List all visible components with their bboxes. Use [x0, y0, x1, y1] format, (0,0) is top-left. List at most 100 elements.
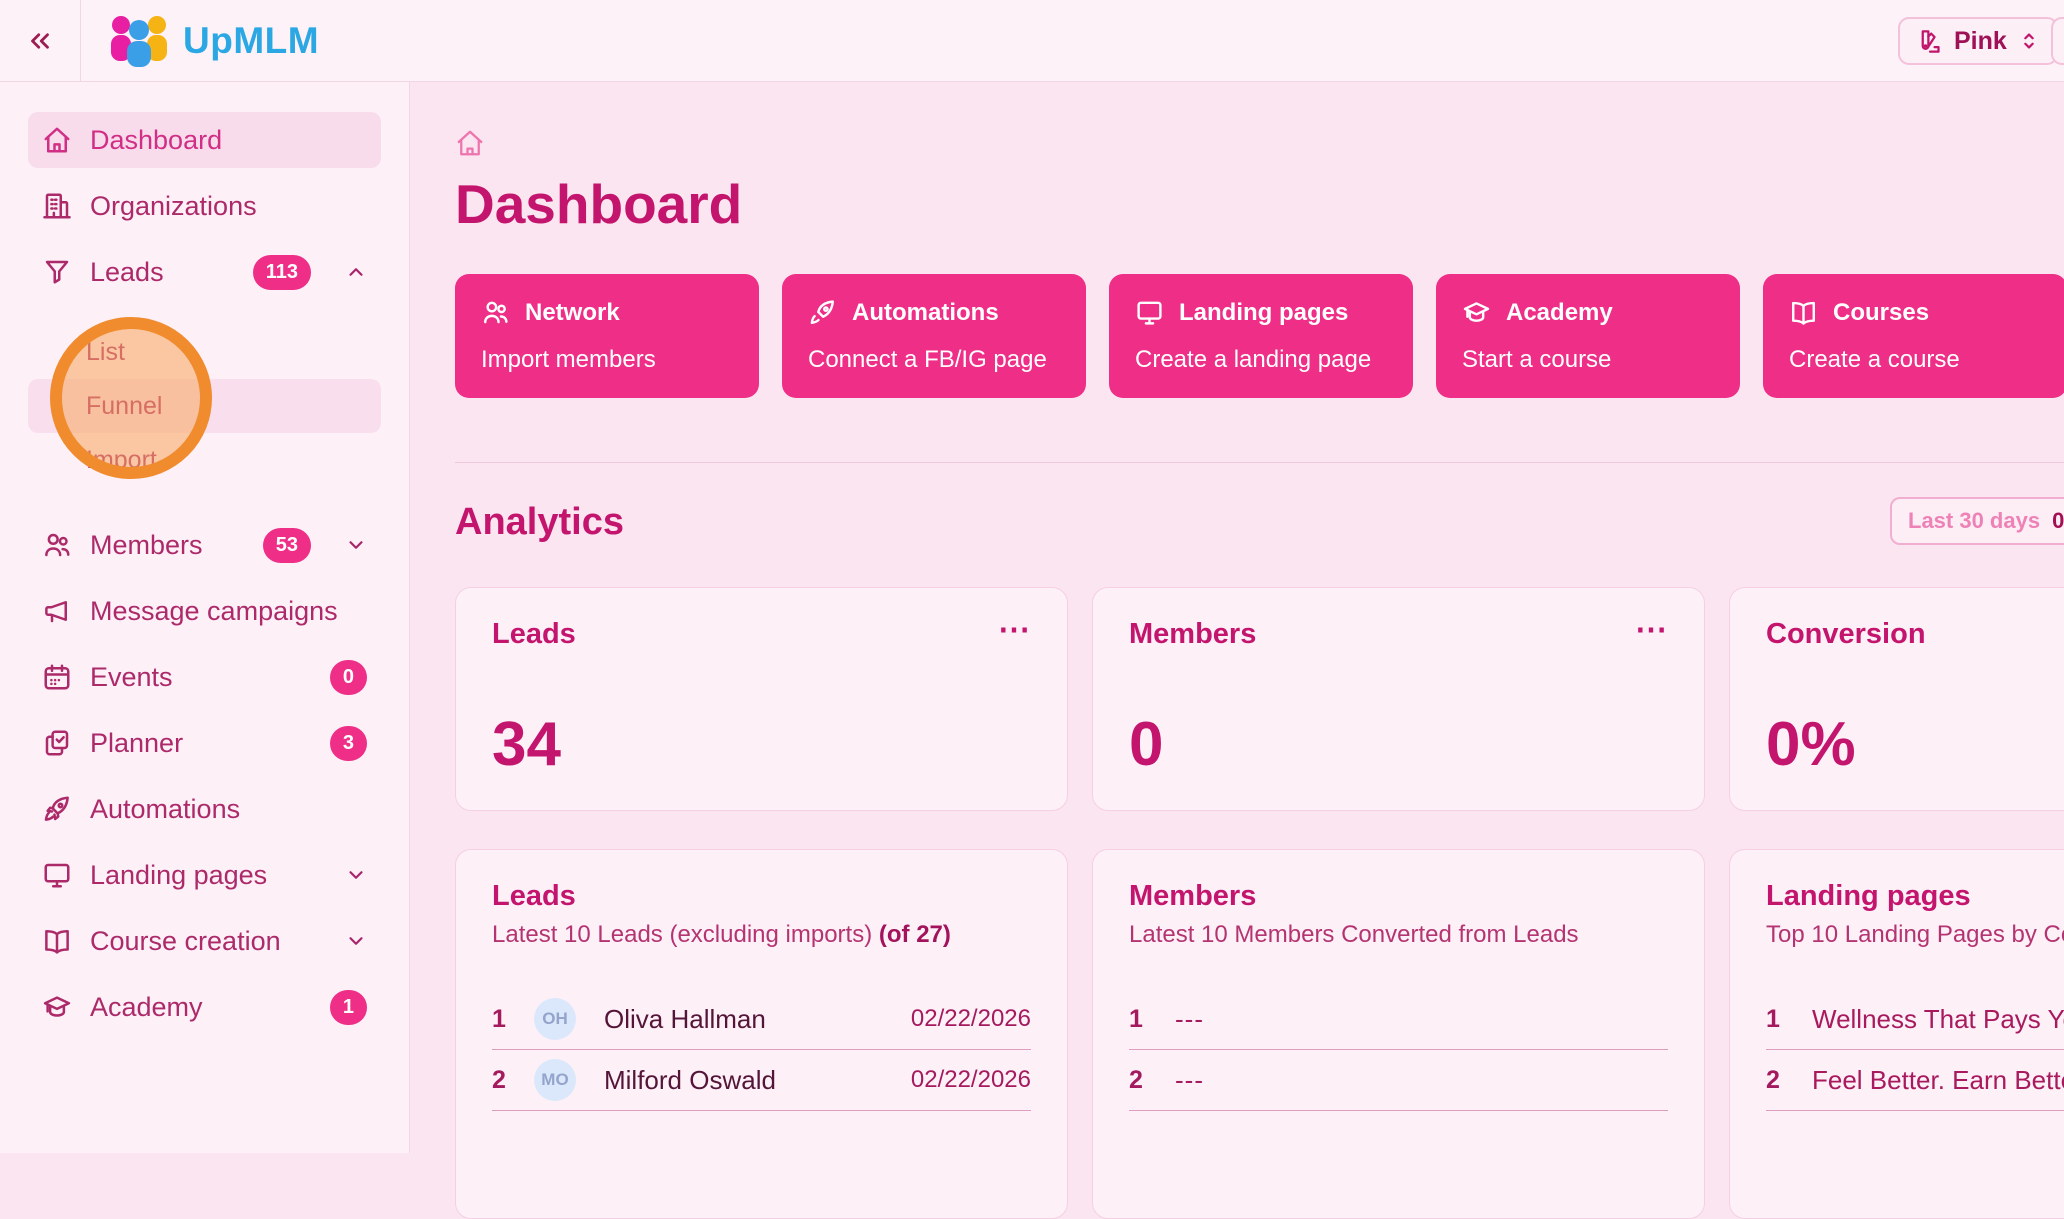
theme-selector-button[interactable]: Pink: [1898, 17, 2058, 65]
sidebar-item-message-campaigns[interactable]: Message campaigns: [28, 583, 381, 639]
sidebar-item-label: Organizations: [90, 190, 257, 221]
sidebar-item-landing-pages[interactable]: Landing pages: [28, 847, 381, 903]
quick-actions-row: Network Import members Automations Conne…: [455, 274, 2064, 398]
quick-action-landing-pages[interactable]: Landing pages Create a landing page: [1109, 274, 1413, 398]
building-icon: [42, 191, 72, 221]
date-range-selector[interactable]: Last 30 days 01/2: [1890, 497, 2064, 545]
stat-card-members: Members ⋯ 0: [1092, 587, 1705, 811]
chevron-up-icon: [345, 261, 367, 283]
lead-name: Milford Oswald: [604, 1064, 776, 1095]
upmlm-logo-icon: [107, 14, 171, 68]
funnel-icon: [42, 257, 72, 287]
quick-action-title: Courses: [1833, 298, 1930, 326]
page-title: Dashboard: [455, 173, 743, 235]
sidebar-item-label: Events: [90, 661, 173, 692]
row-index: 1: [1766, 1004, 1780, 1033]
sidebar-item-label: Dashboard: [90, 124, 223, 155]
stat-title: Conversion: [1766, 618, 1926, 650]
stat-value: 0: [1129, 710, 1164, 779]
list-subtitle: Latest 10 Members Converted from Leads: [1129, 921, 1579, 948]
member-name: ---: [1175, 1064, 1204, 1095]
monitor-icon: [42, 860, 72, 890]
sidebar-collapse-button[interactable]: [0, 0, 81, 81]
sidebar-item-organizations[interactable]: Organizations: [28, 178, 381, 234]
avatar: OH: [534, 998, 576, 1040]
academy-count-badge: 1: [329, 989, 367, 1025]
sidebar-item-leads[interactable]: Leads 113: [28, 244, 381, 300]
home-icon: [455, 128, 485, 158]
brand: UpMLM: [107, 14, 319, 68]
chevrons-left-icon: [25, 26, 55, 56]
section-divider: [455, 462, 2064, 463]
lead-row[interactable]: 2 MO Milford Oswald 02/22/2026: [492, 1050, 1031, 1111]
topbar-extra-button[interactable]: [2051, 17, 2064, 65]
sidebar-item-label: Planner: [90, 727, 184, 758]
avatar: MO: [534, 1059, 576, 1101]
quick-action-courses[interactable]: Courses Create a course: [1763, 274, 2064, 398]
sidebar-item-planner[interactable]: Planner 3: [28, 715, 381, 771]
quick-action-subtitle: Connect a FB/IG page: [808, 346, 1047, 373]
quick-action-network[interactable]: Network Import members: [455, 274, 759, 398]
quick-action-automations[interactable]: Automations Connect a FB/IG page: [782, 274, 1086, 398]
stat-value: 0%: [1766, 710, 1856, 779]
brand-name: UpMLM: [183, 19, 320, 61]
member-row[interactable]: 1 ---: [1129, 989, 1668, 1050]
planner-count-badge: 3: [329, 725, 367, 761]
row-index: 2: [1766, 1065, 1780, 1094]
rocket-icon: [42, 794, 72, 824]
sidebar-item-label: Members: [90, 529, 203, 560]
sidebar-item-events[interactable]: Events 0: [28, 649, 381, 705]
sidebar-subitem-leads-import[interactable]: Import: [28, 433, 381, 487]
megaphone-icon: [42, 596, 72, 626]
analytics-heading: Analytics: [455, 501, 624, 543]
landing-page-name: Feel Better. Earn Better.: [1812, 1064, 2064, 1095]
sidebar-item-label: Landing pages: [90, 859, 268, 890]
sidebar-item-course-creation[interactable]: Course creation: [28, 913, 381, 969]
events-count-badge: 0: [329, 659, 367, 695]
graduation-cap-icon: [42, 992, 72, 1022]
lead-row[interactable]: 1 OH Oliva Hallman 02/22/2026: [492, 989, 1031, 1050]
breadcrumb-home-button[interactable]: [455, 128, 485, 158]
member-row[interactable]: 2 ---: [1129, 1050, 1668, 1111]
ellipsis-menu-icon[interactable]: ⋯: [1635, 611, 1670, 647]
sidebar-item-academy[interactable]: Academy 1: [28, 979, 381, 1035]
sidebar-item-label: Automations: [90, 793, 241, 824]
sidebar-item-label: Academy: [90, 991, 203, 1022]
member-name: ---: [1175, 1003, 1204, 1034]
sidebar-subitem-leads-list[interactable]: List: [28, 325, 381, 379]
stat-title: Members: [1129, 618, 1257, 650]
stat-title: Leads: [492, 618, 576, 650]
list-title: Leads: [492, 880, 576, 912]
sidebar-subitem-leads-funnel[interactable]: Funnel: [28, 379, 381, 433]
quick-action-title: Network: [525, 298, 620, 326]
chevrons-up-down-icon: [2018, 30, 2040, 52]
theme-name: Pink: [1954, 26, 2007, 55]
landing-page-name: Wellness That Pays You Back: [1812, 1003, 2064, 1034]
sidebar-subitem-label: List: [86, 337, 125, 366]
lists-row: Leads Latest 10 Leads (excluding imports…: [455, 849, 2064, 1219]
members-count-badge: 53: [262, 527, 311, 563]
landing-page-row[interactable]: 1 Wellness That Pays You Back: [1766, 989, 2064, 1050]
stat-card-conversion: Conversion 0%: [1729, 587, 2064, 811]
landing-page-row[interactable]: 2 Feel Better. Earn Better.: [1766, 1050, 2064, 1111]
sidebar-item-automations[interactable]: Automations: [28, 781, 381, 837]
quick-action-academy[interactable]: Academy Start a course: [1436, 274, 1740, 398]
quick-action-subtitle: Import members: [481, 346, 656, 373]
quick-action-title: Academy: [1506, 298, 1613, 326]
sidebar-subitem-label: Import: [86, 445, 157, 474]
sidebar-item-members[interactable]: Members 53: [28, 517, 381, 573]
main-content: Dashboard Network Import members Automat…: [411, 82, 2064, 1219]
leads-count-badge: 113: [252, 254, 311, 290]
ellipsis-menu-icon[interactable]: ⋯: [998, 611, 1033, 647]
landing-pages-list-card: Landing pages Top 10 Landing Pages by Co…: [1729, 849, 2064, 1219]
calendar-icon: [42, 662, 72, 692]
sidebar-item-dashboard[interactable]: Dashboard: [28, 112, 381, 168]
swatch-icon: [1916, 28, 1943, 55]
users-icon: [42, 530, 72, 560]
lead-date: 02/22/2026: [910, 1066, 1031, 1093]
book-open-icon: [1789, 298, 1818, 327]
row-index: 2: [492, 1065, 506, 1094]
quick-action-subtitle: Create a course: [1789, 346, 1960, 373]
sidebar-item-label: Course creation: [90, 925, 281, 956]
lead-name: Oliva Hallman: [604, 1003, 766, 1034]
